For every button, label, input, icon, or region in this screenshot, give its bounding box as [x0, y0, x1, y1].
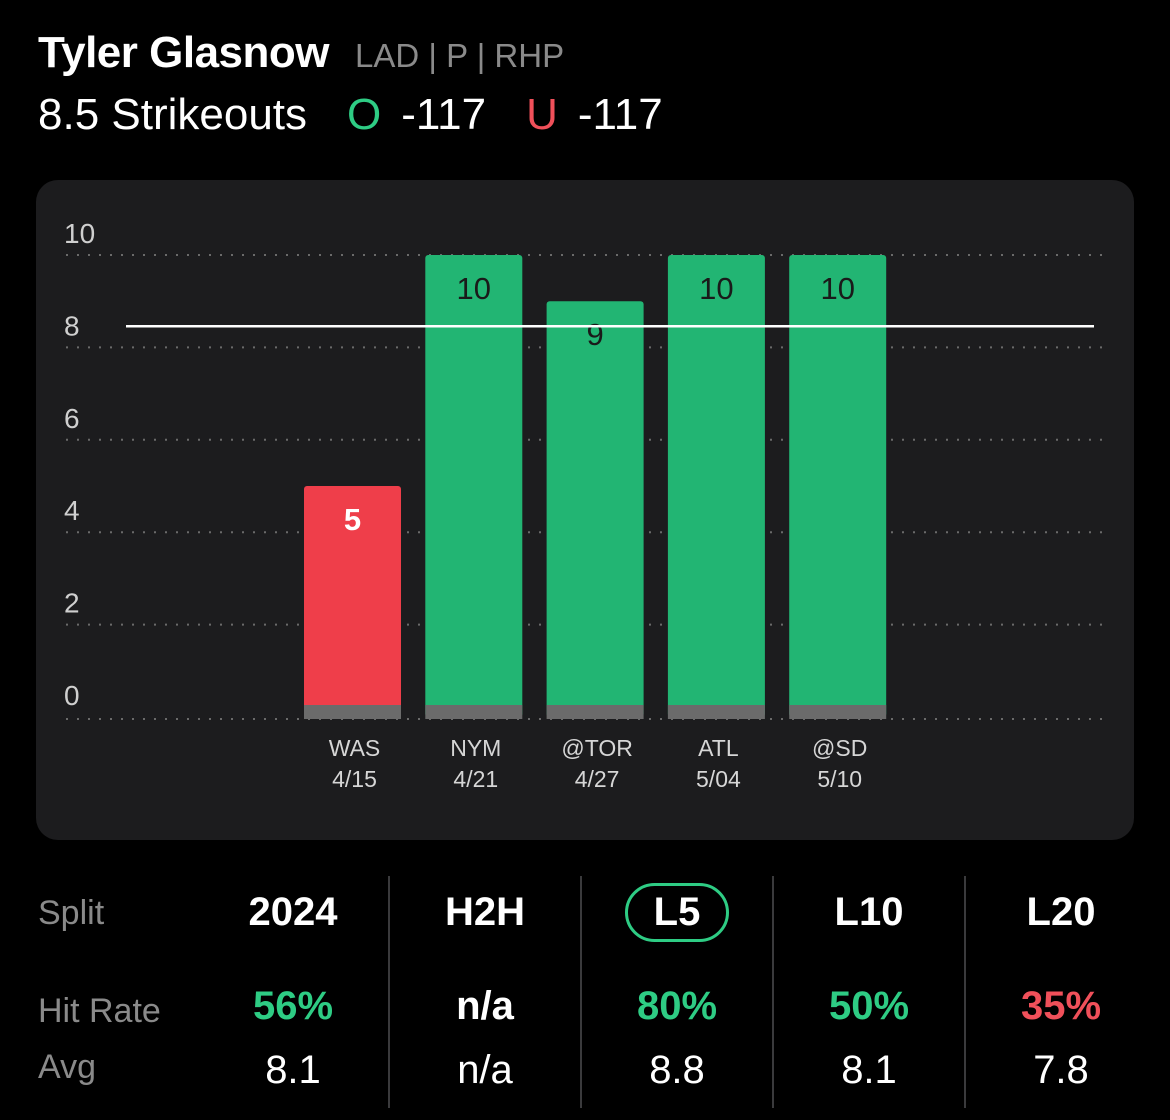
- split-column-l5[interactable]: L5 80% 8.8: [582, 870, 772, 1110]
- hit-rate-value: 50%: [828, 984, 910, 1028]
- bar-was[interactable]: [304, 486, 401, 717]
- bar-value-label: 10: [457, 271, 491, 306]
- bar-base: [667, 705, 765, 719]
- split-tab[interactable]: H2H: [390, 890, 580, 935]
- x-tick-date: 5/10: [817, 766, 862, 792]
- bar-base: [304, 705, 401, 719]
- hit-rate-value: n/a: [456, 984, 514, 1028]
- game-log-chart-card: 0 2 4 6 8 10 5 WAS 4/15 10 NYM 4/21 9 @TOR 4/27 10 ATL 5/…: [36, 180, 1134, 840]
- hit-rate-value: 35%: [1020, 984, 1102, 1028]
- x-tick-date: 4/27: [575, 766, 620, 792]
- prop-label: 8.5 Strikeouts: [38, 90, 308, 139]
- x-tick-date: 5/04: [696, 766, 741, 792]
- split-label: Split: [38, 894, 105, 932]
- bar-base: [789, 705, 887, 719]
- split-column-l20[interactable]: L20 35% 7.8: [966, 870, 1156, 1110]
- y-tick-label: 8: [64, 310, 80, 341]
- bar-at-tor[interactable]: [546, 301, 644, 717]
- hit-rate-value: 80%: [636, 984, 718, 1028]
- x-tick-team: @SD: [812, 735, 867, 761]
- hit-rate-table: Split Hit Rate Avg 2024 56% 8.1 H2H n/a n/a L5…: [0, 870, 1170, 1120]
- bar-base: [425, 705, 523, 719]
- split-column-l10[interactable]: L10 50% 8.1: [774, 870, 964, 1110]
- avg-label: Avg: [38, 1048, 96, 1086]
- player-meta: LAD | P | RHP: [355, 37, 565, 74]
- split-tab[interactable]: L10: [774, 890, 964, 935]
- prop-line-row: 8.5 Strikeouts O -117 U -117: [38, 90, 1138, 140]
- avg-value: n/a: [457, 1048, 513, 1092]
- column-divider: [772, 876, 774, 1108]
- hit-rate-label: Hit Rate: [38, 992, 161, 1030]
- avg-value: 7.8: [1033, 1048, 1089, 1092]
- x-tick-team: NYM: [450, 735, 501, 761]
- x-tick-date: 4/21: [453, 766, 498, 792]
- bar-at-sd[interactable]: [789, 255, 887, 717]
- game-log-chart: 0 2 4 6 8 10 5 WAS 4/15 10 NYM 4/21 9 @TOR 4/27 10 ATL 5/…: [64, 218, 1102, 792]
- avg-value: 8.1: [841, 1048, 897, 1092]
- prop-header: Tyler Glasnow LAD | P | RHP 8.5 Strikeou…: [38, 28, 1138, 140]
- x-tick-team: ATL: [698, 735, 739, 761]
- y-tick-label: 0: [64, 680, 80, 711]
- avg-value: 8.1: [265, 1048, 321, 1092]
- split-tab-label: L20: [1026, 890, 1096, 934]
- bar-nym[interactable]: [425, 255, 523, 717]
- avg-value: 8.8: [649, 1048, 705, 1092]
- under-odds[interactable]: -117: [577, 90, 663, 139]
- y-tick-label: 2: [64, 588, 80, 619]
- x-tick-team: @TOR: [561, 735, 632, 761]
- column-divider: [964, 876, 966, 1108]
- x-tick-date: 4/15: [332, 766, 377, 792]
- y-tick-label: 4: [64, 495, 80, 526]
- split-tab[interactable]: 2024: [198, 890, 388, 935]
- split-tab[interactable]: L20: [966, 890, 1156, 935]
- split-tab-label: H2H: [444, 890, 526, 934]
- split-tab-label: L5: [624, 883, 730, 942]
- y-tick-label: 6: [64, 403, 80, 434]
- bar-value-label: 10: [699, 271, 733, 306]
- bar-value-label: 9: [586, 317, 603, 352]
- column-divider: [388, 876, 390, 1108]
- hit-rate-value: 56%: [252, 984, 334, 1028]
- x-tick-team: WAS: [329, 735, 381, 761]
- over-indicator[interactable]: O: [347, 90, 382, 139]
- bar-base: [546, 705, 644, 719]
- split-tab[interactable]: L5: [582, 883, 772, 942]
- split-tab-label: L10: [834, 890, 904, 934]
- split-column-2024[interactable]: 2024 56% 8.1: [198, 870, 388, 1110]
- split-column-h2h[interactable]: H2H n/a n/a: [390, 870, 580, 1110]
- split-tab-label: 2024: [248, 890, 338, 934]
- title-row: Tyler Glasnow LAD | P | RHP: [38, 28, 1138, 78]
- over-odds[interactable]: -117: [401, 90, 487, 139]
- column-divider: [580, 876, 582, 1108]
- y-tick-label: 10: [64, 218, 95, 249]
- bar-value-label: 5: [344, 502, 361, 537]
- bar-value-label: 10: [820, 271, 854, 306]
- under-indicator[interactable]: U: [526, 90, 558, 139]
- bar-atl[interactable]: [667, 255, 765, 717]
- player-name: Tyler Glasnow: [38, 28, 330, 77]
